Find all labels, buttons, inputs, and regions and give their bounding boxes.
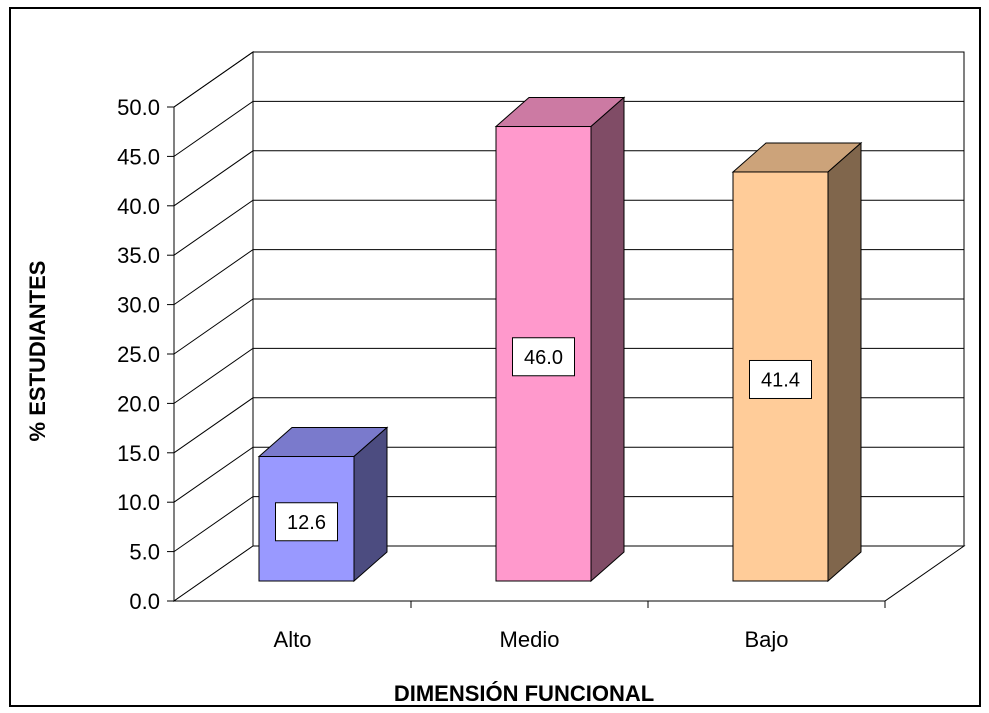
gridline	[173, 347, 964, 404]
gridline	[173, 51, 964, 108]
x-axis-title: DIMENSIÓN FUNCIONAL	[394, 681, 654, 706]
y-tick-labels: 0.0 5.0 10.0 15.0 20.0 25.0 30.0 35.0 40.0 45.0 50…	[117, 95, 160, 614]
gridlines	[173, 51, 964, 553]
y-tick-label: 30.0	[117, 293, 160, 318]
gridline	[173, 199, 964, 256]
data-label-box	[512, 337, 575, 377]
data-label: 46.0	[524, 347, 563, 369]
y-axis-title: % ESTUDIANTES	[25, 261, 50, 442]
bars	[257, 96, 863, 583]
gridline	[173, 496, 964, 553]
gridline	[173, 150, 964, 207]
y-tick-label: 25.0	[117, 342, 160, 367]
data-label: 41.4	[761, 369, 800, 391]
gridline	[173, 298, 964, 355]
gridline	[173, 446, 964, 503]
data-label-box	[749, 359, 812, 399]
y-tick-label: 45.0	[117, 144, 160, 169]
x-tick-label: Bajo	[744, 627, 788, 652]
y-tick-label: 5.0	[129, 540, 160, 565]
bar-side	[590, 96, 625, 583]
y-tick-label: 0.0	[129, 589, 160, 614]
y-tick-label: 15.0	[117, 441, 160, 466]
y-tick-label: 20.0	[117, 391, 160, 416]
data-label: 12.6	[287, 512, 326, 534]
gridline	[173, 100, 964, 157]
data-labels: 12.6 46.0 41.4	[275, 337, 812, 542]
x-tick-label: Medio	[500, 627, 560, 652]
gridline	[173, 397, 964, 454]
y-tick-label: 35.0	[117, 243, 160, 268]
y-tick-label: 40.0	[117, 194, 160, 219]
gridline	[173, 249, 964, 306]
data-label-box	[275, 502, 338, 542]
y-tick-label: 10.0	[117, 490, 160, 515]
x-tick-label: Alto	[274, 627, 312, 652]
axes	[167, 106, 886, 608]
x-tick-labels: Alto Medio Bajo	[274, 627, 789, 652]
y-tick-label: 50.0	[117, 95, 160, 120]
bar-side	[827, 141, 862, 583]
